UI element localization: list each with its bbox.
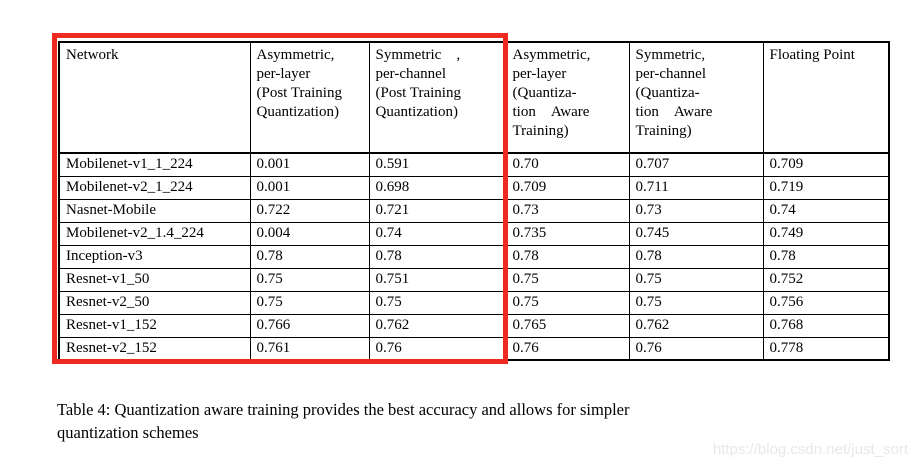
table-row: Resnet-v2_152 0.761 0.76 0.76 0.76 0.778: [58, 336, 890, 361]
value-cell: 0.765: [505, 313, 630, 338]
network-name-cell: Resnet-v2_50: [58, 290, 251, 315]
value-cell: 0.745: [628, 221, 764, 246]
table-row: Mobilenet-v2_1.4_224 0.004 0.74 0.735 0.…: [58, 221, 890, 246]
value-cell: 0.76: [505, 336, 630, 361]
value-cell: 0.722: [249, 198, 370, 223]
value-cell: 0.768: [762, 313, 890, 338]
value-cell: 0.76: [628, 336, 764, 361]
value-cell: 0.70: [505, 152, 630, 177]
value-cell: 0.762: [368, 313, 507, 338]
value-cell: 0.698: [368, 175, 507, 200]
value-cell: 0.778: [762, 336, 890, 361]
value-cell: 0.752: [762, 267, 890, 292]
value-cell: 0.761: [249, 336, 370, 361]
value-cell: 0.75: [505, 267, 630, 292]
value-cell: 0.709: [762, 152, 890, 177]
value-cell: 0.75: [505, 290, 630, 315]
value-cell: 0.75: [368, 290, 507, 315]
network-name-cell: Resnet-v2_152: [58, 336, 251, 361]
value-cell: 0.749: [762, 221, 890, 246]
table-row: Resnet-v2_50 0.75 0.75 0.75 0.75 0.756: [58, 290, 890, 315]
value-cell: 0.591: [368, 152, 507, 177]
value-cell: 0.711: [628, 175, 764, 200]
value-cell: 0.75: [628, 290, 764, 315]
value-cell: 0.762: [628, 313, 764, 338]
value-cell: 0.73: [505, 198, 630, 223]
col-header-network: Network: [58, 41, 251, 154]
network-name-cell: Mobilenet-v2_1.4_224: [58, 221, 251, 246]
network-name-cell: Inception-v3: [58, 244, 251, 269]
value-cell: 0.74: [762, 198, 890, 223]
network-name-cell: Nasnet-Mobile: [58, 198, 251, 223]
table-row: Mobilenet-v1_1_224 0.001 0.591 0.70 0.70…: [58, 152, 890, 177]
value-cell: 0.766: [249, 313, 370, 338]
value-cell: 0.78: [368, 244, 507, 269]
value-cell: 0.719: [762, 175, 890, 200]
table-row: Resnet-v1_50 0.75 0.751 0.75 0.75 0.752: [58, 267, 890, 292]
network-name-cell: Mobilenet-v1_1_224: [58, 152, 251, 177]
table-row: Inception-v3 0.78 0.78 0.78 0.78 0.78: [58, 244, 890, 269]
col-header-floating-point: Floating Point: [762, 41, 890, 154]
table-row: Nasnet-Mobile 0.722 0.721 0.73 0.73 0.74: [58, 198, 890, 223]
col-header-asymmetric-per-layer-ptq: Asymmetric, per-layer (Post Training Qua…: [249, 41, 370, 154]
value-cell: 0.75: [249, 290, 370, 315]
value-cell: 0.721: [368, 198, 507, 223]
value-cell: 0.78: [762, 244, 890, 269]
value-cell: 0.75: [249, 267, 370, 292]
value-cell: 0.74: [368, 221, 507, 246]
watermark-url: https://blog.csdn.net/just_sort: [712, 441, 908, 458]
value-cell: 0.001: [249, 152, 370, 177]
value-cell: 0.73: [628, 198, 764, 223]
value-cell: 0.756: [762, 290, 890, 315]
col-header-asymmetric-per-layer-qat: Asymmetric, per-layer (Quantiza- tion Aw…: [505, 41, 630, 154]
table-row: Mobilenet-v2_1_224 0.001 0.698 0.709 0.7…: [58, 175, 890, 200]
network-name-cell: Resnet-v1_50: [58, 267, 251, 292]
value-cell: 0.78: [249, 244, 370, 269]
value-cell: 0.709: [505, 175, 630, 200]
value-cell: 0.735: [505, 221, 630, 246]
value-cell: 0.78: [628, 244, 764, 269]
value-cell: 0.004: [249, 221, 370, 246]
table-caption: Table 4: Quantization aware training pro…: [57, 400, 630, 442]
network-name-cell: Mobilenet-v2_1_224: [58, 175, 251, 200]
value-cell: 0.707: [628, 152, 764, 177]
value-cell: 0.751: [368, 267, 507, 292]
value-cell: 0.001: [249, 175, 370, 200]
value-cell: 0.75: [628, 267, 764, 292]
col-header-symmetric-per-channel-qat: Symmetric, per-channel (Quantiza- tion A…: [628, 41, 764, 154]
table-row: Resnet-v1_152 0.766 0.762 0.765 0.762 0.…: [58, 313, 890, 338]
table-header-row: Network Asymmetric, per-layer (Post Trai…: [58, 41, 890, 154]
network-name-cell: Resnet-v1_152: [58, 313, 251, 338]
value-cell: 0.76: [368, 336, 507, 361]
col-header-symmetric-per-channel-ptq: Symmetric , per-channel (Post Training Q…: [368, 41, 507, 154]
value-cell: 0.78: [505, 244, 630, 269]
quantization-results-table: Network Asymmetric, per-layer (Post Trai…: [58, 41, 890, 361]
